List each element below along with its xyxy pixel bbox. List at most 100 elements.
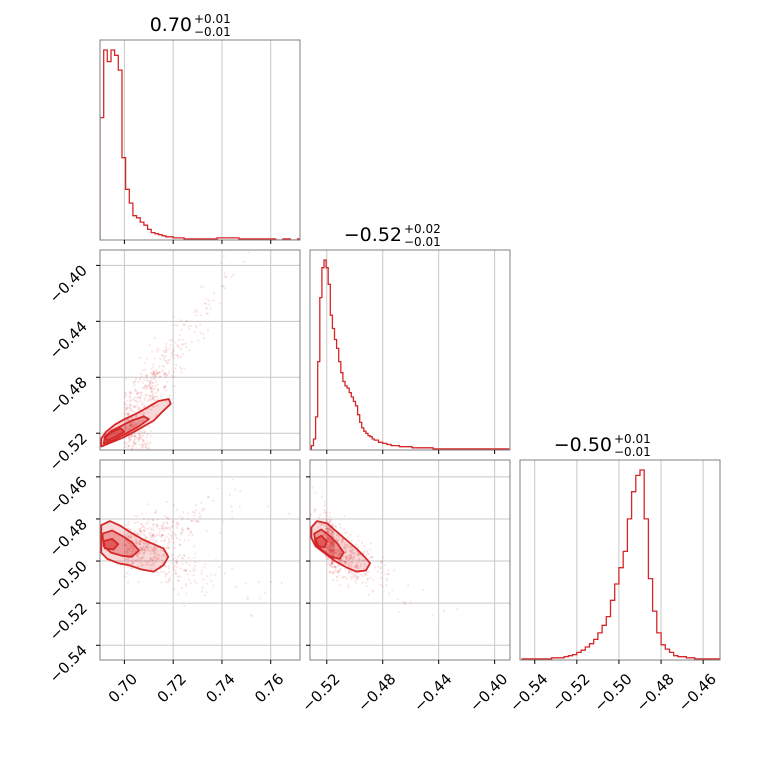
scatter-point xyxy=(152,392,155,396)
scatter-point xyxy=(343,542,346,546)
scatter-point xyxy=(123,442,126,445)
scatter-point xyxy=(155,350,159,353)
scatter-point xyxy=(199,331,202,334)
scatter-point xyxy=(137,542,140,545)
scatter-point xyxy=(154,387,157,391)
scatter-point xyxy=(165,580,168,583)
scatter-point xyxy=(141,446,145,449)
scatter-point xyxy=(363,545,366,548)
scatter-point xyxy=(182,569,185,572)
scatter-point xyxy=(155,509,158,512)
scatter-point xyxy=(164,488,166,490)
scatter-point xyxy=(124,455,126,457)
scatter-point xyxy=(154,535,157,538)
scatter-point xyxy=(267,626,269,628)
scatter-point xyxy=(387,572,390,576)
scatter-point xyxy=(151,384,154,387)
scatter-point xyxy=(151,535,154,538)
scatter-point xyxy=(126,441,129,444)
scatter-point xyxy=(185,319,188,322)
scatter-point xyxy=(159,454,161,456)
tick-label-x: 0.72 xyxy=(154,670,190,706)
scatter-point xyxy=(152,372,155,376)
scatter-point xyxy=(137,396,141,399)
scatter-point xyxy=(363,563,366,566)
scatter-point xyxy=(172,557,175,560)
scatter-point xyxy=(151,559,154,562)
scatter-point xyxy=(155,473,157,475)
scatter-point xyxy=(168,526,171,529)
scatter-point xyxy=(335,554,338,557)
scatter-point xyxy=(357,546,360,549)
scatter-point xyxy=(153,377,157,380)
scatter-point xyxy=(123,395,126,398)
scatter-point xyxy=(193,579,196,582)
scatter-point xyxy=(151,391,154,394)
scatter-point xyxy=(136,456,138,458)
scatter-point xyxy=(138,396,141,399)
scatter-point xyxy=(157,348,160,351)
scatter-point xyxy=(161,369,164,372)
scatter-point xyxy=(151,375,154,378)
scatter-point xyxy=(344,551,347,554)
scatter-point xyxy=(152,564,155,568)
scatter-point xyxy=(143,470,145,472)
scatter-point xyxy=(194,509,197,512)
scatter-point xyxy=(143,526,147,529)
scatter-point xyxy=(154,545,157,549)
scatter-point xyxy=(328,527,331,530)
scatter-point xyxy=(128,407,131,410)
scatter-point xyxy=(364,573,367,576)
scatter-point xyxy=(140,464,142,466)
scatter-point xyxy=(166,508,168,510)
scatter-point xyxy=(173,323,176,327)
scatter-point xyxy=(354,566,357,569)
scatter-point xyxy=(126,558,130,561)
scatter-point xyxy=(132,420,135,424)
scatter-point xyxy=(129,534,132,538)
scatter-point xyxy=(259,635,261,637)
tick-label-x: −0.44 xyxy=(410,670,455,715)
scatter-point xyxy=(422,588,425,591)
scatter-point xyxy=(139,529,142,532)
scatter-point xyxy=(139,546,142,549)
scatter-point xyxy=(183,604,186,607)
scatter-point xyxy=(379,566,382,569)
scatter-point xyxy=(230,504,233,508)
scatter-point xyxy=(151,453,153,455)
scatter-point xyxy=(143,430,146,433)
scatter-point xyxy=(128,544,131,547)
scatter-point xyxy=(147,383,150,387)
scatter-point xyxy=(124,558,127,561)
scatter-point xyxy=(154,557,157,560)
scatter-point xyxy=(124,413,127,416)
scatter-point xyxy=(133,405,136,408)
scatter-point xyxy=(172,568,175,571)
scatter-point xyxy=(136,532,139,535)
scatter-point xyxy=(336,579,339,582)
scatter-point xyxy=(142,525,145,528)
scatter-point xyxy=(143,530,146,533)
scatter-point xyxy=(126,453,128,455)
panel-body xyxy=(100,251,269,637)
scatter-point xyxy=(173,385,176,388)
scatter-point xyxy=(340,540,343,543)
scatter-point xyxy=(349,553,352,556)
scatter-point xyxy=(344,567,347,571)
scatter-point xyxy=(202,333,205,336)
scatter-point xyxy=(145,546,148,549)
scatter-point xyxy=(327,537,330,541)
scatter-point xyxy=(140,460,142,462)
scatter-point xyxy=(178,543,181,546)
scatter-point xyxy=(327,539,330,542)
scatter-point xyxy=(154,539,157,542)
scatter-point xyxy=(346,543,349,546)
scatter-point xyxy=(176,354,179,357)
scatter-point xyxy=(163,472,165,474)
scatter-point xyxy=(335,551,339,554)
scatter-point xyxy=(371,555,374,559)
scatter-point xyxy=(130,528,133,532)
scatter-point xyxy=(328,540,331,543)
scatter-point xyxy=(157,554,160,557)
scatter-point xyxy=(133,435,136,438)
